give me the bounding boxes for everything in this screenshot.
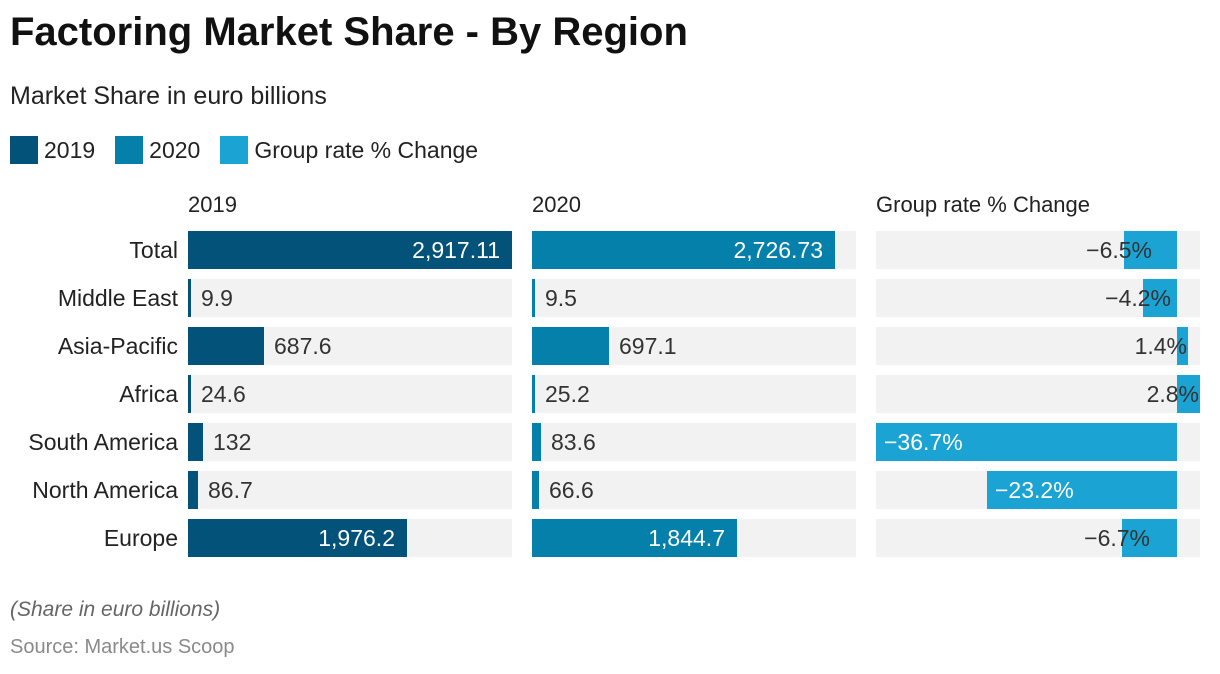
bar-change-north-america [987,471,1177,509]
row-label-europe: Europe [103,525,178,551]
bar-change-asia-pacific [1177,327,1188,365]
row-label-africa: Africa [119,381,178,407]
value-change-africa: 2.8% [1146,381,1199,407]
track-2020-south-america: 83.6 [532,423,856,461]
value-change-europe: −6.7% [1084,525,1150,551]
value-2019-north-america: 86.7 [208,477,253,503]
track-change-europe: −6.7% [876,519,1200,557]
value-change-north-america: −23.2% [995,477,1074,503]
bar-2019-asia-pacific [188,327,264,365]
bar-2020-asia-pacific [532,327,609,365]
value-change-south-america: −36.7% [884,429,963,455]
track-2019-north-america: 86.7 [188,471,512,509]
row-label-middle-east: Middle East [57,285,178,311]
track-2020-africa: 25.2 [532,375,856,413]
bar-2019-europe [188,519,407,557]
legend-label-2020: 2020 [149,136,201,163]
track-2019-total: 2,917.11 [188,231,512,269]
legend-item-2020: 2020 [115,136,200,164]
track-change-asia-pacific: 1.4% [876,327,1200,365]
bar-2019-africa [188,375,191,413]
bar-2019-total [188,231,512,269]
track-change-north-america: −23.2% [876,471,1200,509]
chart-subtitle: Market Share in euro billions [10,82,327,110]
bar-2020-africa [532,375,535,413]
legend-swatch-2019 [10,136,38,164]
legend-swatch-2020 [115,136,144,164]
legend-label-2019: 2019 [44,136,96,163]
value-change-asia-pacific: 1.4% [1134,333,1187,359]
value-2020-total: 2,726.73 [733,237,823,263]
track-2020-north-america: 66.6 [532,471,856,509]
track-change-middle-east: −4.2% [876,279,1200,317]
legend-item-2019: 2019 [10,136,95,164]
row-label-north-america: North America [32,477,178,503]
legend-swatch-change [220,136,249,164]
legend-item-change: Group rate % Change [220,136,478,164]
bar-change-middle-east [1143,279,1177,317]
track-change-total: −6.5% [876,231,1200,269]
track-2019-asia-pacific: 687.6 [188,327,512,365]
bar-change-europe [1122,519,1177,557]
track-2019-middle-east: 9.9 [188,279,512,317]
column-header-2019: 2019 [188,192,237,217]
track-change-south-america: −36.7% [876,423,1200,461]
value-2019-total: 2,917.11 [412,237,500,263]
bar-change-south-america [876,423,1177,461]
value-change-middle-east: −4.2% [1105,285,1171,311]
bar-2020-middle-east [532,279,535,317]
value-2019-asia-pacific: 687.6 [274,333,332,359]
value-2020-asia-pacific: 697.1 [619,333,677,359]
track-2020-total: 2,726.73 [532,231,856,269]
value-2020-south-america: 83.6 [551,429,596,455]
track-2019-africa: 24.6 [188,375,512,413]
column-header-change: Group rate % Change [876,192,1091,217]
legend-label-change: Group rate % Change [254,136,479,163]
value-2019-africa: 24.6 [201,381,246,407]
bar-2020-europe [532,519,737,557]
track-2019-south-america: 132 [188,423,512,461]
chart-title: Factoring Market Share - By Region [10,10,688,54]
legend: 2019 2020 Group rate % Change [10,136,498,164]
row-label-total: Total [129,237,178,263]
track-2020-asia-pacific: 697.1 [532,327,856,365]
bar-2020-north-america [532,471,539,509]
bar-change-africa [1177,375,1200,413]
value-2019-south-america: 132 [213,429,252,455]
value-2020-africa: 25.2 [545,381,590,407]
value-2019-middle-east: 9.9 [201,285,233,311]
track-2020-europe: 1,844.7 [532,519,856,557]
bar-2019-middle-east [188,279,191,317]
value-2019-europe: 1,976.2 [318,525,395,551]
bar-change-total [1124,231,1177,269]
value-2020-europe: 1,844.7 [648,525,725,551]
row-label-south-america: South America [28,429,178,455]
bar-2020-total [532,231,835,269]
track-change-africa: 2.8% [876,375,1200,413]
value-2020-middle-east: 9.5 [545,285,577,311]
footnote: (Share in euro billions) [10,598,221,621]
row-label-asia-pacific: Asia-Pacific [57,333,178,359]
column-header-2020: 2020 [532,192,581,217]
track-2020-middle-east: 9.5 [532,279,856,317]
bar-2019-north-america [188,471,198,509]
track-2019-europe: 1,976.2 [188,519,512,557]
source: Source: Market.us Scoop [10,636,235,658]
value-change-total: −6.5% [1086,237,1152,263]
bar-2020-south-america [532,423,541,461]
value-2020-north-america: 66.6 [549,477,594,503]
bar-2019-south-america [188,423,203,461]
